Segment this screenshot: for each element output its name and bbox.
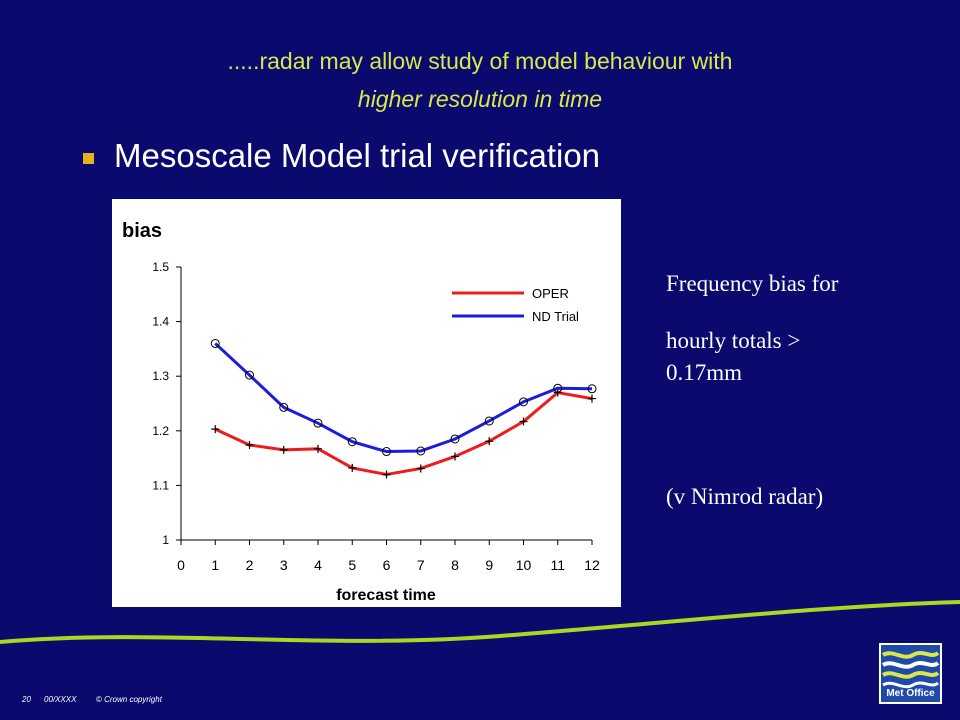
y-tick-label: 1.5 [152, 260, 169, 274]
data-point-oper [211, 425, 220, 434]
data-point-nd-trial [587, 384, 597, 394]
data-point-oper [519, 417, 528, 426]
logo-text: Met Office [886, 688, 935, 699]
bias-chart: bias forecast time 11.11.21.31.41.50 1 2 3 4… [122, 220, 600, 604]
data-point-nd-trial [313, 418, 323, 428]
x-tick-label: 12 [584, 557, 600, 573]
data-point-oper [382, 470, 391, 479]
side-text-line3: 0.17mm [666, 360, 743, 385]
data-point-oper [279, 445, 288, 454]
x-axis-label: forecast time [336, 587, 436, 604]
data-point-nd-trial [210, 338, 220, 348]
wave-logo-icon [881, 651, 940, 689]
data-point-oper [348, 463, 357, 472]
data-point-nd-trial [416, 446, 426, 456]
data-point-nd-trial [484, 416, 494, 426]
x-tick-label: 3 [280, 557, 288, 573]
x-tick-label: 7 [417, 557, 425, 573]
legend-label-nd-trial: ND Trial [532, 309, 579, 324]
side-text-line2: hourly totals > [666, 328, 801, 353]
y-tick-label: 1.1 [152, 478, 169, 492]
x-tick-label: 10 [516, 557, 532, 573]
slide-title-line1: .....radar may allow study of model beha… [227, 48, 733, 74]
chart-title: bias [122, 220, 162, 242]
data-point-nd-trial [553, 383, 563, 393]
footer-ref: 00/XXXX [44, 695, 77, 704]
x-tick-label: 6 [383, 557, 391, 573]
y-tick-label: 1.2 [152, 424, 169, 438]
bullet-text: Mesoscale Model trial verification [114, 137, 601, 174]
decorative-wave [0, 600, 960, 644]
side-text-line4: (v Nimrod radar) [666, 484, 824, 509]
data-point-oper [245, 440, 254, 449]
data-point-nd-trial [450, 434, 460, 444]
met-office-logo: Met Office [879, 643, 942, 704]
y-tick-label: 1.3 [152, 369, 169, 383]
x-tick-label: 1 [211, 557, 219, 573]
data-point-nd-trial [245, 370, 254, 380]
data-point-oper [588, 394, 596, 403]
y-tick-label: 1 [162, 533, 169, 547]
data-point-oper [451, 452, 459, 461]
series-line-nd-trial [214, 342, 593, 454]
y-tick-label: 1.4 [152, 315, 169, 329]
x-tick-label: 4 [314, 557, 322, 573]
data-point-nd-trial [279, 402, 289, 412]
slide-title-line2: higher resolution in time [357, 86, 603, 112]
x-tick-label: 8 [451, 557, 459, 573]
x-tick-label: 0 [177, 557, 185, 573]
legend-label-oper: OPER [532, 286, 569, 301]
footer-page-number: 20 [22, 695, 31, 704]
x-tick-label: 2 [246, 557, 254, 573]
series-line-oper [214, 390, 593, 477]
chart-panel: bias forecast time 1 1.1 1.2 1.3 1.4 1.5 0 1 2 3 4… [112, 199, 621, 607]
x-tick-label: 11 [550, 557, 565, 573]
bullet-marker [83, 153, 94, 164]
data-point-nd-trial [382, 447, 391, 457]
side-text-line1: Frequency bias for [666, 271, 839, 296]
data-point-oper [314, 444, 322, 453]
data-point-nd-trial [519, 397, 528, 407]
data-point-oper [485, 437, 494, 446]
footer-copyright: © Crown copyright [96, 695, 162, 704]
x-tick-label: 5 [348, 557, 356, 573]
data-point-oper [416, 464, 425, 473]
data-point-nd-trial [347, 437, 357, 447]
x-tick-label: 9 [485, 557, 493, 573]
